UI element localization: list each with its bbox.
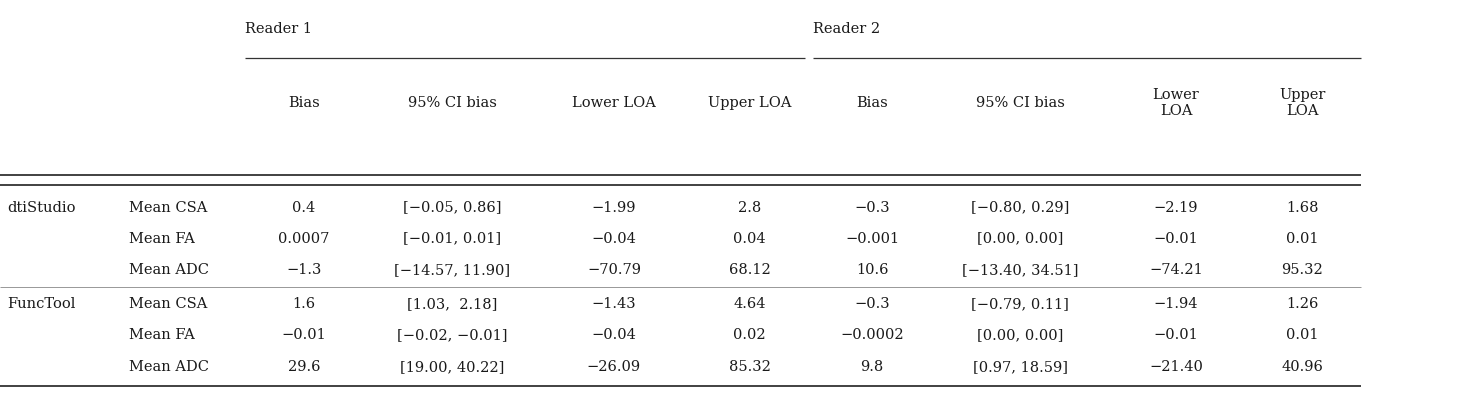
Text: Mean CSA: Mean CSA <box>129 297 208 311</box>
Text: FuncTool: FuncTool <box>7 297 76 311</box>
Text: 40.96: 40.96 <box>1281 360 1323 374</box>
Text: Mean FA: Mean FA <box>129 232 194 245</box>
Text: Bias: Bias <box>288 96 320 110</box>
Text: −21.40: −21.40 <box>1149 360 1203 374</box>
Text: 0.02: 0.02 <box>734 328 765 342</box>
Text: −0.001: −0.001 <box>845 232 899 245</box>
Text: Mean ADC: Mean ADC <box>129 263 209 277</box>
Text: −1.43: −1.43 <box>592 297 636 311</box>
Text: [−13.40, 34.51]: [−13.40, 34.51] <box>962 263 1078 277</box>
Text: −2.19: −2.19 <box>1154 201 1198 214</box>
Text: 95% CI bias: 95% CI bias <box>408 96 497 110</box>
Text: 0.0007: 0.0007 <box>279 232 329 245</box>
Text: Mean FA: Mean FA <box>129 328 194 342</box>
Text: −0.0002: −0.0002 <box>841 328 903 342</box>
Text: [−0.01, 0.01]: [−0.01, 0.01] <box>403 232 501 245</box>
Text: 95% CI bias: 95% CI bias <box>976 96 1065 110</box>
Text: −70.79: −70.79 <box>587 263 641 277</box>
Text: [−0.79, 0.11]: [−0.79, 0.11] <box>971 297 1069 311</box>
Text: 10.6: 10.6 <box>856 263 888 277</box>
Text: [0.00, 0.00]: [0.00, 0.00] <box>977 232 1063 245</box>
Text: [−0.02, −0.01]: [−0.02, −0.01] <box>397 328 507 342</box>
Text: 85.32: 85.32 <box>728 360 771 374</box>
Text: −1.3: −1.3 <box>286 263 322 277</box>
Text: [1.03,  2.18]: [1.03, 2.18] <box>408 297 497 311</box>
Text: Reader 2: Reader 2 <box>813 22 879 36</box>
Text: −74.21: −74.21 <box>1149 263 1203 277</box>
Text: −0.01: −0.01 <box>1154 328 1198 342</box>
Text: Lower LOA: Lower LOA <box>572 96 655 110</box>
Text: −0.04: −0.04 <box>592 328 636 342</box>
Text: −0.04: −0.04 <box>592 232 636 245</box>
Text: −0.3: −0.3 <box>854 201 890 214</box>
Text: 1.26: 1.26 <box>1286 297 1318 311</box>
Text: 0.4: 0.4 <box>292 201 316 214</box>
Text: −0.01: −0.01 <box>282 328 326 342</box>
Text: Upper
LOA: Upper LOA <box>1278 88 1326 118</box>
Text: −1.99: −1.99 <box>592 201 636 214</box>
Text: dtiStudio: dtiStudio <box>7 201 76 214</box>
Text: Reader 1: Reader 1 <box>245 22 311 36</box>
Text: 2.8: 2.8 <box>739 201 761 214</box>
Text: Mean CSA: Mean CSA <box>129 201 208 214</box>
Text: 95.32: 95.32 <box>1281 263 1323 277</box>
Text: [0.97, 18.59]: [0.97, 18.59] <box>973 360 1068 374</box>
Text: −26.09: −26.09 <box>587 360 641 374</box>
Text: Upper LOA: Upper LOA <box>707 96 792 110</box>
Text: −0.01: −0.01 <box>1154 232 1198 245</box>
Text: [0.00, 0.00]: [0.00, 0.00] <box>977 328 1063 342</box>
Text: 0.01: 0.01 <box>1286 232 1318 245</box>
Text: Bias: Bias <box>856 96 888 110</box>
Text: [−0.80, 0.29]: [−0.80, 0.29] <box>971 201 1069 214</box>
Text: 0.01: 0.01 <box>1286 328 1318 342</box>
Text: 0.04: 0.04 <box>734 232 765 245</box>
Text: Mean ADC: Mean ADC <box>129 360 209 374</box>
Text: 68.12: 68.12 <box>728 263 771 277</box>
Text: 4.64: 4.64 <box>734 297 765 311</box>
Text: [−14.57, 11.90]: [−14.57, 11.90] <box>394 263 510 277</box>
Text: 1.6: 1.6 <box>292 297 316 311</box>
Text: 1.68: 1.68 <box>1286 201 1318 214</box>
Text: −0.3: −0.3 <box>854 297 890 311</box>
Text: 29.6: 29.6 <box>288 360 320 374</box>
Text: Lower
LOA: Lower LOA <box>1152 88 1200 118</box>
Text: [19.00, 40.22]: [19.00, 40.22] <box>400 360 504 374</box>
Text: −1.94: −1.94 <box>1154 297 1198 311</box>
Text: [−0.05, 0.86]: [−0.05, 0.86] <box>403 201 501 214</box>
Text: 9.8: 9.8 <box>860 360 884 374</box>
